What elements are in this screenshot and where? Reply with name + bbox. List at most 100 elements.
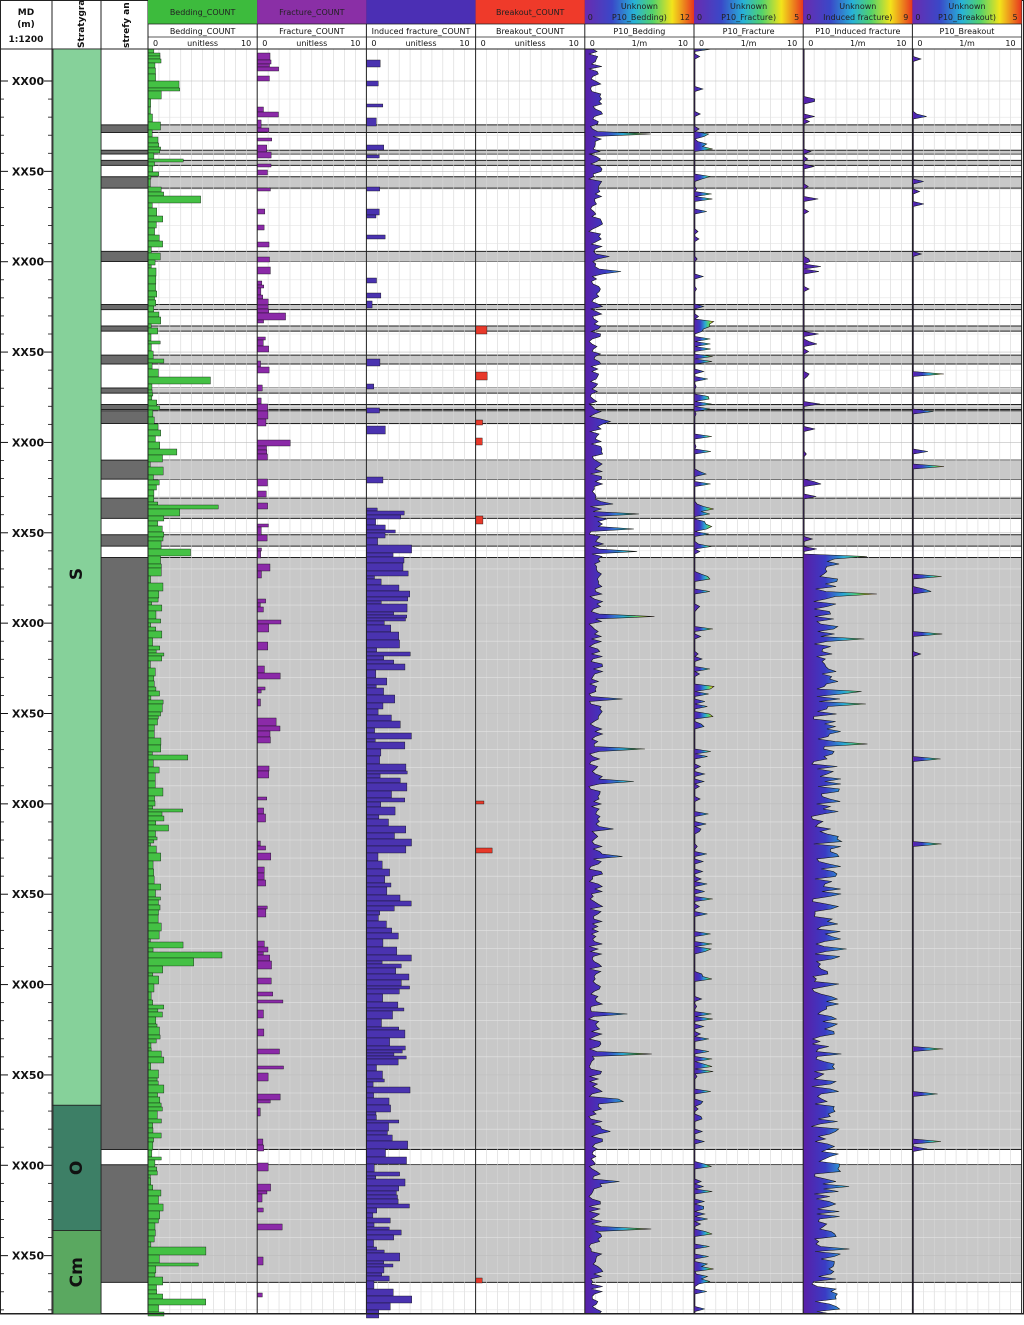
bar-bedding <box>147 610 157 620</box>
scale-unit: 1/m <box>959 39 975 48</box>
bar-bedding <box>147 441 160 450</box>
bar-bedding <box>147 395 153 401</box>
curve-name: Induced fracture_COUNT <box>372 27 471 36</box>
bar-bedding <box>147 852 161 862</box>
bar-bedding <box>147 1262 199 1267</box>
curve-name: Fracture_COUNT <box>279 27 345 36</box>
bar-induced <box>366 875 385 884</box>
bar-bedding <box>147 715 159 720</box>
bar-induced <box>366 575 375 580</box>
bar-induced <box>366 639 400 649</box>
bar-induced <box>366 714 392 722</box>
bar-bedding <box>147 1229 156 1237</box>
stratigraphy-column: S O Cm <box>52 48 102 1315</box>
bar-induced <box>366 611 394 616</box>
bar-bedding <box>147 1159 156 1168</box>
bar-induced <box>366 596 408 602</box>
bar-induced <box>366 617 406 622</box>
bar-induced <box>366 882 392 888</box>
track-title-line2: P10_Bedding) <box>612 13 667 22</box>
zone-block-3 <box>101 176 148 189</box>
bar-bedding <box>147 1189 162 1197</box>
strat-unit-1 <box>52 1104 102 1231</box>
depth-tick-label: XX00 <box>12 979 45 992</box>
bar-bedding <box>147 941 184 949</box>
scale-unit: 1/m <box>632 39 648 48</box>
bar-induced <box>366 1280 375 1290</box>
scale-max: 10 <box>569 39 579 48</box>
bar-fracture <box>257 845 266 851</box>
bar-bedding <box>147 868 154 877</box>
track-induced-data <box>366 59 412 1319</box>
bar-bedding <box>147 718 158 726</box>
bar-bedding <box>147 1222 156 1231</box>
bar-bedding <box>147 759 154 768</box>
depth-tick-label: XX50 <box>12 1250 45 1263</box>
bar-bedding <box>147 316 161 325</box>
bar-fracture <box>257 960 272 970</box>
bar-bedding <box>147 340 161 345</box>
bar-bedding <box>147 149 160 154</box>
bar-bedding <box>147 296 155 301</box>
bar-bedding <box>147 805 153 810</box>
bar-bedding <box>147 113 153 123</box>
bar-bedding <box>147 975 159 985</box>
depth-tick-label: XX50 <box>12 346 45 359</box>
bar-induced <box>366 845 407 854</box>
track-breakout-data <box>475 325 493 1284</box>
track-title: Unknown <box>730 2 767 11</box>
zone-block-6 <box>101 326 148 332</box>
bar-fracture <box>257 106 264 113</box>
bar-induced <box>366 669 376 679</box>
zone-block-0 <box>101 124 148 133</box>
bar-induced <box>366 825 406 834</box>
depth-tick-label: XX00 <box>12 798 45 811</box>
track-title-bg <box>475 0 585 24</box>
bar-bedding <box>147 889 156 898</box>
bar-fracture <box>257 144 267 153</box>
bar-induced <box>366 894 401 902</box>
bar-induced <box>366 1226 390 1231</box>
bar-induced <box>366 647 377 653</box>
bar-fracture <box>257 453 268 461</box>
bar-fracture <box>257 366 270 374</box>
area-p10bed <box>584 48 655 1315</box>
bar-fracture <box>257 169 268 176</box>
bar-induced <box>366 797 405 803</box>
curve-name: Bedding_COUNT <box>170 27 236 36</box>
bar-induced <box>366 954 412 962</box>
area-p10brk <box>912 48 945 1315</box>
bar-induced <box>366 584 400 592</box>
zone-block-12 <box>101 498 148 519</box>
bar-induced <box>366 425 386 435</box>
bar-induced <box>366 603 408 613</box>
bar-fracture <box>257 280 263 286</box>
bar-induced <box>366 1081 374 1088</box>
bar-bedding <box>147 311 160 318</box>
track-title-max: 5 <box>794 13 799 22</box>
bar-fracture <box>257 905 268 910</box>
bar-bedding <box>147 1110 158 1120</box>
bar-bedding <box>147 744 161 753</box>
bar-induced <box>366 117 377 127</box>
bar-induced <box>366 732 412 740</box>
bar-bedding <box>147 836 158 841</box>
curve-name: Breakout_COUNT <box>496 27 565 36</box>
bar-bedding <box>147 951 223 959</box>
zone-block-10 <box>101 410 148 424</box>
bar-fracture <box>257 294 263 300</box>
scale-unit: unitless <box>515 39 546 48</box>
bar-breakout <box>475 1277 483 1284</box>
bar-induced <box>366 1037 390 1047</box>
bar-induced <box>366 967 396 975</box>
bar-induced <box>366 702 384 710</box>
bar-induced <box>366 960 383 965</box>
depth-tick-label: XX00 <box>12 75 45 88</box>
bar-bedding <box>147 1096 161 1104</box>
bar-bedding <box>147 795 155 802</box>
bar-bedding <box>147 965 163 974</box>
bar-fracture <box>257 445 267 451</box>
bar-induced <box>366 208 380 216</box>
bar-induced <box>366 801 381 808</box>
bar-bedding <box>147 171 159 177</box>
